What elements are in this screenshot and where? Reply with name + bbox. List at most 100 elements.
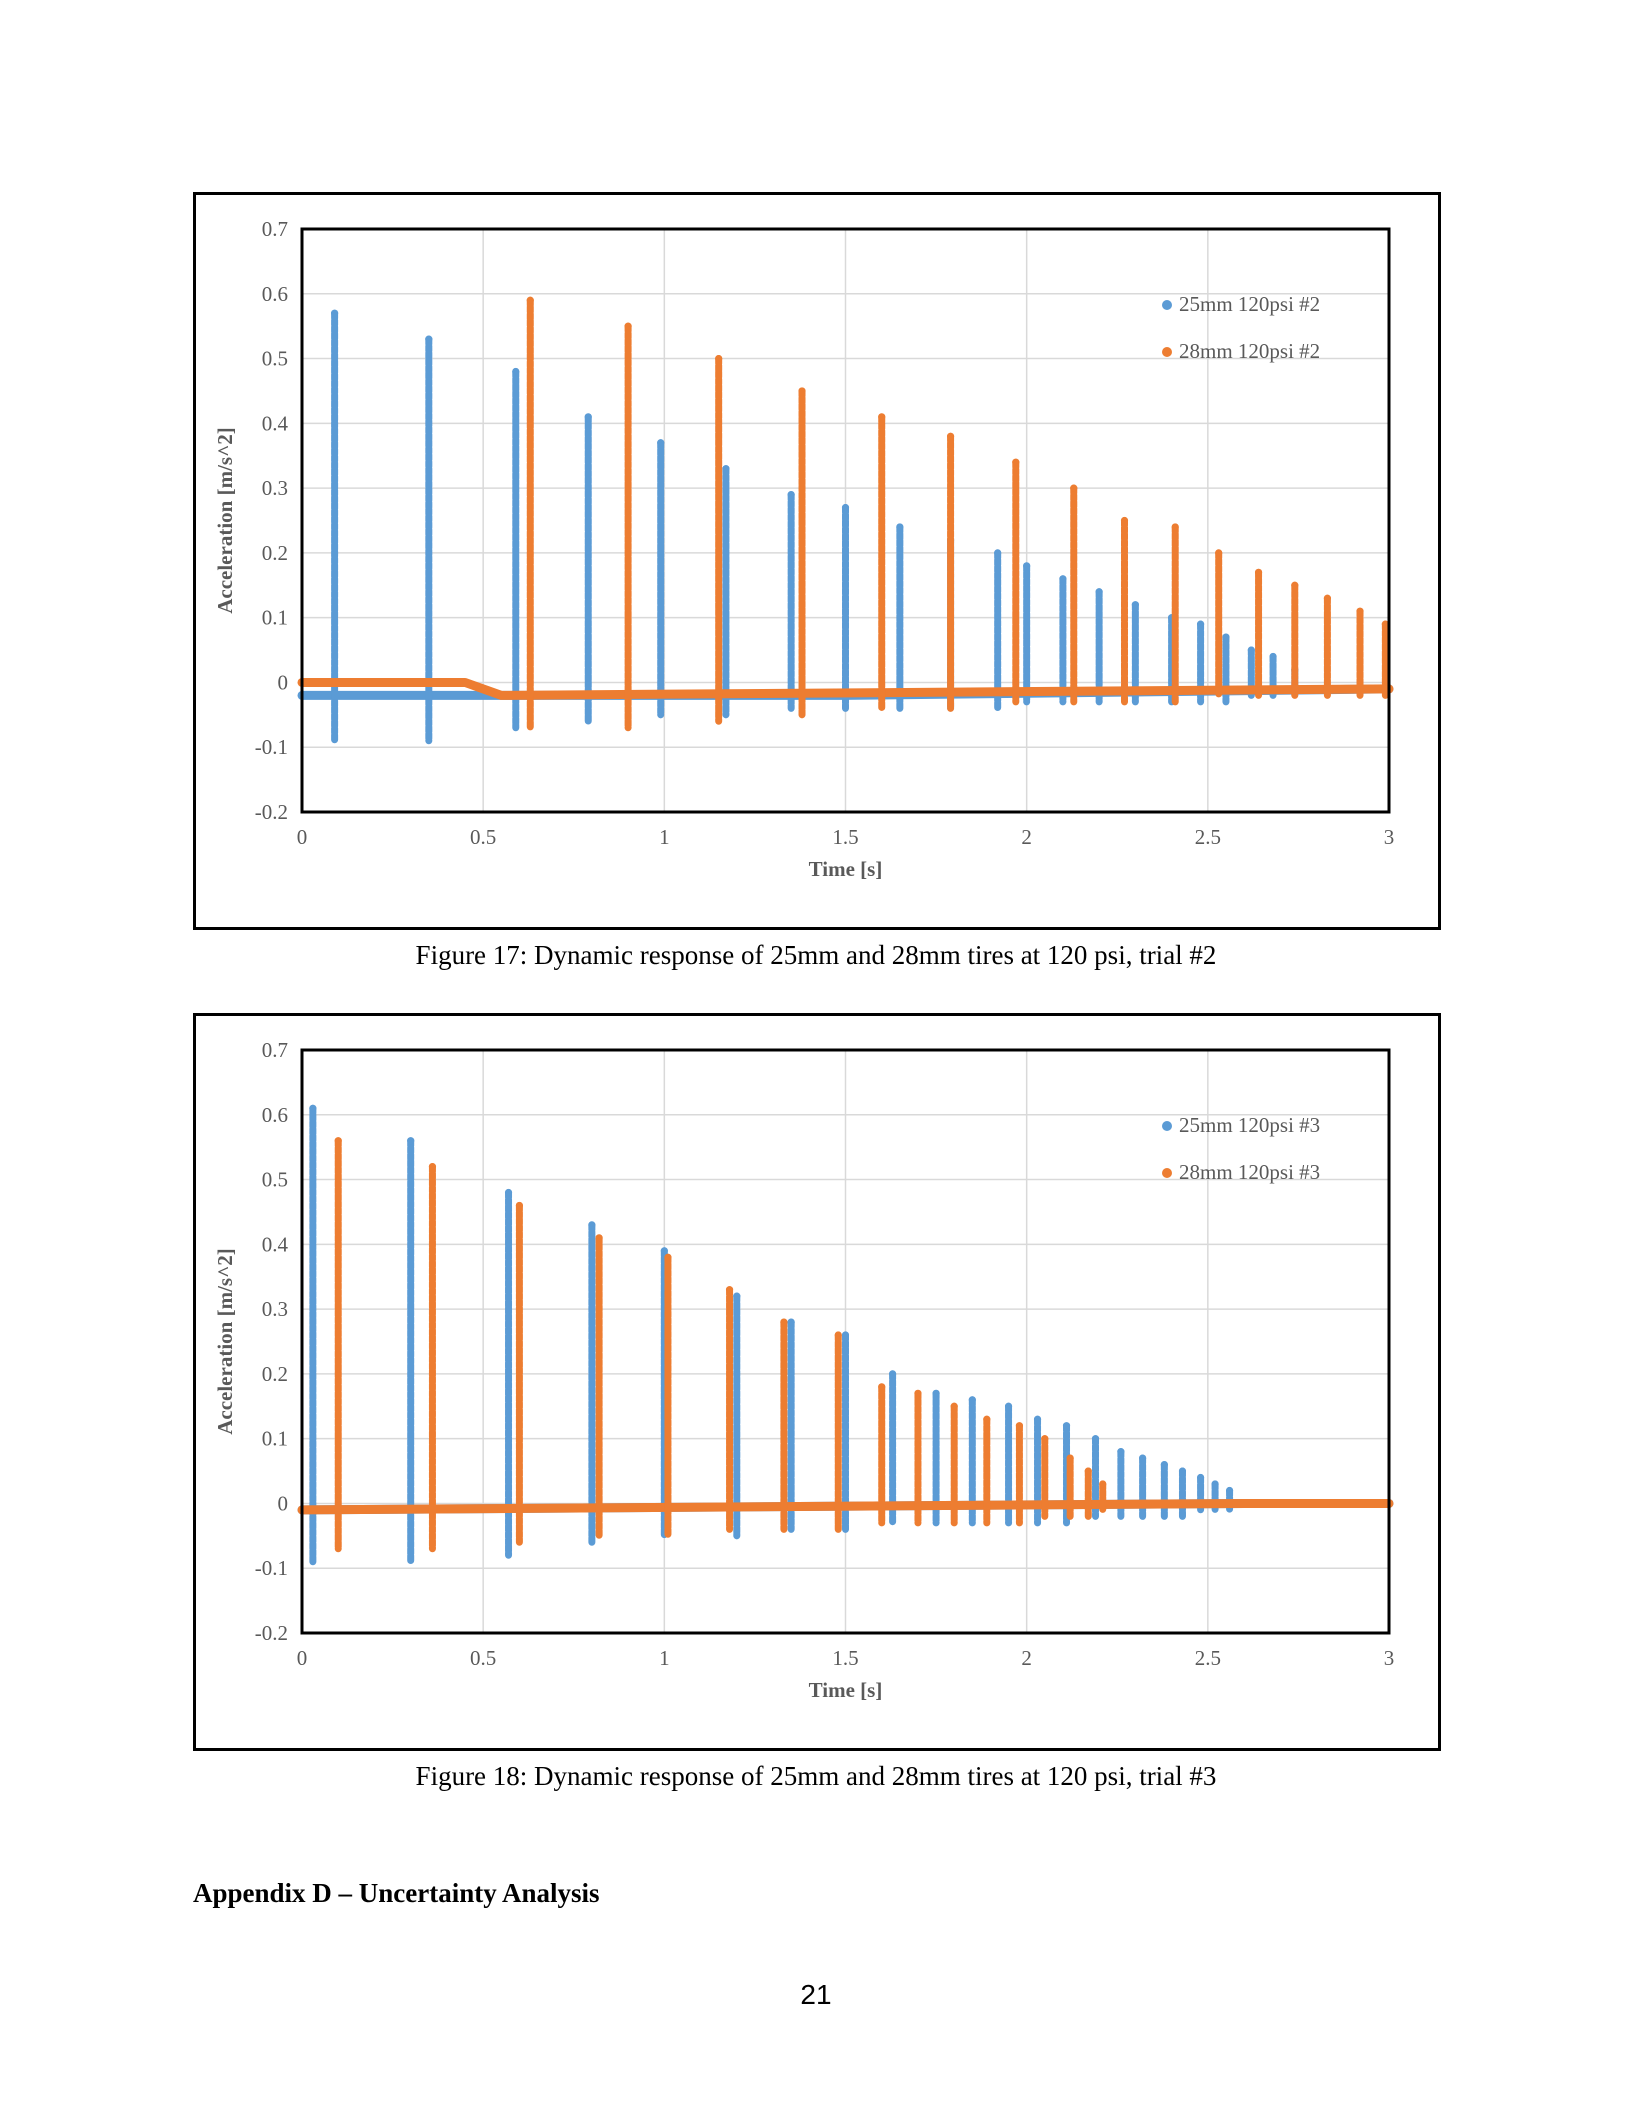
y-tick-label: 0.4: [262, 411, 289, 435]
impulse-peak-point: [1225, 1486, 1234, 1495]
x-tick-label: 1.5: [832, 825, 858, 849]
impulse-peak-point: [1117, 1448, 1125, 1456]
impulse-peak-point: [715, 354, 723, 363]
figure-18-caption: Figure 18: Dynamic response of 25mm and …: [415, 1761, 1217, 1791]
impulse-peak-point: [1356, 607, 1364, 615]
impulse-peak-point: [878, 1383, 886, 1391]
y-tick-label: 0.6: [262, 1103, 288, 1127]
x-tick-label: 0: [297, 825, 308, 849]
impulse-peak-point: [1066, 1454, 1074, 1462]
baseline-trace: [297, 677, 1394, 700]
legend-marker: [1162, 300, 1172, 310]
y-tick-label: 0.1: [262, 1427, 288, 1451]
impulse-peak-point: [1084, 1467, 1092, 1475]
y-tick-label: -0.2: [255, 1621, 288, 1645]
y-tick-label: 0.5: [262, 1168, 288, 1192]
plot-area-border: [300, 227, 1391, 814]
impulse-peak-point: [1160, 1460, 1168, 1469]
figure-17-caption: Figure 17: Dynamic response of 25mm and …: [415, 940, 1217, 970]
impulse-peak-point: [722, 465, 730, 473]
legend-label: 25mm 120psi #2: [1179, 292, 1320, 316]
y-tick-label: 0.1: [262, 606, 288, 630]
impulse-peak-point: [407, 1137, 415, 1145]
impulse-peak-point: [664, 1253, 672, 1261]
series-28mm: [297, 296, 1394, 732]
impulse-peak-point: [1012, 458, 1020, 466]
y-tick-label: 0.2: [262, 541, 288, 565]
impulse-peak-point: [504, 1188, 513, 1197]
impulse-peak-point: [1196, 1473, 1205, 1482]
impulse-peak-point: [725, 1286, 734, 1294]
impulse-peak-point: [1215, 549, 1223, 557]
impulse-peak-point: [787, 490, 795, 499]
figure-17-chart: -0.2 -0.1 0 0.1 0.2 0.3 0.4 0.5 0.6 0.7 0 0.5 1 1.5 2 2…: [193, 192, 1441, 930]
impulse-peak-point: [526, 296, 534, 304]
x-tick-label: 3: [1384, 1646, 1395, 1670]
impulse-peak-point: [950, 1402, 958, 1410]
legend-marker: [1162, 347, 1172, 357]
impulse-peak-point: [896, 523, 904, 531]
impulse-peak-point: [1099, 1480, 1107, 1488]
impulse-peak-point: [1062, 1422, 1071, 1430]
y-tick-label: 0.6: [262, 282, 288, 306]
x-tick-label: 3: [1384, 825, 1395, 849]
figure-17-plot: -0.2 -0.1 0 0.1 0.2 0.3 0.4 0.5 0.6 0.7 0 0.5 1 1.5 2 2…: [213, 217, 1395, 881]
impulse-peak-point: [841, 503, 850, 512]
impulse-peak-point: [798, 387, 806, 395]
impulse-peak-point: [834, 1331, 842, 1339]
impulse-peak-point: [428, 1163, 437, 1171]
impulse-peak-point: [1323, 594, 1332, 602]
impulse-peak-point: [588, 1221, 596, 1229]
y-tick-label: 0: [278, 1491, 289, 1515]
x-tick-label: 2: [1021, 825, 1032, 849]
impulse-peak-point: [1023, 562, 1031, 570]
impulse-peak-point: [780, 1318, 788, 1326]
x-tick-label: 2.5: [1195, 1646, 1221, 1670]
impulse-peak-point: [787, 1318, 795, 1326]
x-axis-title: Time [s]: [809, 1678, 883, 1702]
legend-label: 28mm 120psi #3: [1179, 1160, 1320, 1184]
impulse-peak-point: [1059, 575, 1067, 583]
impulse-peak-point: [331, 309, 339, 317]
series-28mm: [297, 1137, 1394, 1553]
x-tick-label: 2.5: [1195, 825, 1221, 849]
impulse-peak-point: [994, 549, 1002, 557]
impulse-peak-point: [1139, 1454, 1147, 1462]
impulse-peak-point: [914, 1389, 922, 1397]
y-tick-label: 0.2: [262, 1362, 288, 1386]
impulse-peak-point: [932, 1389, 940, 1397]
page-number: 21: [800, 1979, 832, 2010]
legend-marker: [1162, 1168, 1172, 1178]
y-tick-label: 0.3: [262, 1297, 288, 1321]
impulse-peak-point: [1070, 484, 1078, 492]
impulse-peak-point: [841, 1331, 850, 1339]
impulse-peak-point: [1015, 1422, 1024, 1430]
plot-area-border: [300, 1048, 1391, 1635]
impulse-peak-point: [1222, 633, 1230, 641]
impulse-peak-point: [1120, 516, 1129, 525]
impulse-peak-point: [1254, 568, 1263, 576]
legend-label: 28mm 120psi #2: [1179, 339, 1320, 363]
impulse-peak-point: [1269, 652, 1277, 661]
impulse-peak-point: [889, 1370, 897, 1378]
impulse-peak-point: [660, 1247, 668, 1255]
impulse-peak-point: [1131, 601, 1139, 609]
impulse-peak-point: [1178, 1467, 1187, 1475]
impulse-peak-point: [1091, 1435, 1100, 1443]
y-tick-label: -0.1: [255, 1556, 288, 1580]
impulse-peak-point: [1004, 1402, 1013, 1410]
x-tick-label: 1.5: [832, 1646, 858, 1670]
impulse-peak-point: [584, 413, 592, 421]
y-tick-label: 0.7: [262, 217, 288, 241]
y-tick-label: 0.4: [262, 1232, 289, 1256]
impulse-peak-point: [425, 335, 433, 343]
x-tick-label: 0.5: [470, 825, 496, 849]
impulse-peak-point: [595, 1234, 603, 1242]
impulse-peak-point: [1041, 1435, 1049, 1443]
impulse-peak-point: [733, 1292, 741, 1300]
impulse-peak-point: [1381, 620, 1389, 628]
y-tick-label: 0.5: [262, 347, 288, 371]
impulse-peak-point: [515, 1201, 523, 1210]
y-tick-label: 0.7: [262, 1038, 288, 1062]
impulse-peak-point: [309, 1104, 317, 1112]
